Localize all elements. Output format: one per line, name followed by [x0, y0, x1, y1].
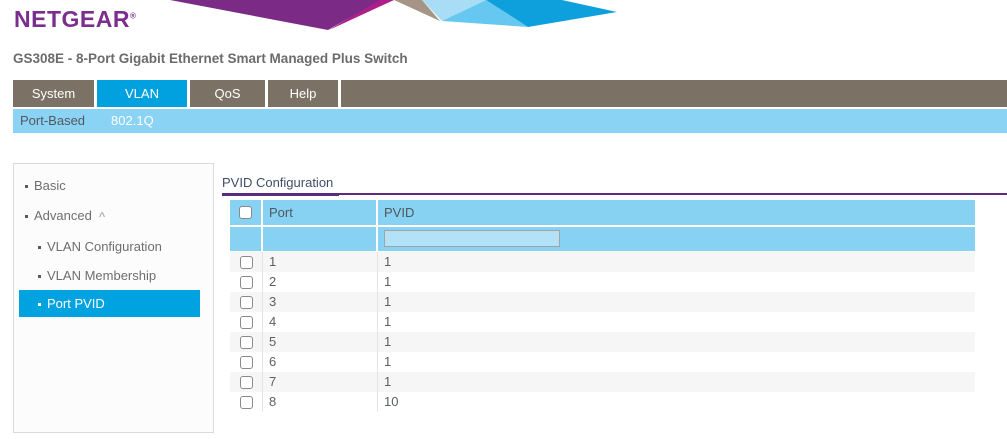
square-bullet-icon — [38, 303, 41, 306]
pvid-table: Port PVID 1 1 2 1 3 1 4 1 — [230, 200, 975, 412]
filter-pvid-cell — [378, 227, 975, 251]
port-cell: 8 — [263, 392, 378, 412]
heading-underline-thin — [339, 193, 1007, 195]
section-heading: PVID Configuration — [222, 175, 1007, 196]
row-checkbox-cell — [230, 312, 263, 332]
sub-nav: Port-Based 802.1Q — [13, 109, 1007, 133]
row-checkbox-cell — [230, 272, 263, 292]
square-bullet-icon — [38, 246, 41, 249]
subnav-item-8021q[interactable]: 802.1Q — [111, 113, 154, 128]
port-cell: 1 — [263, 252, 378, 272]
tab-system[interactable]: System — [13, 80, 97, 107]
pvid-cell: 1 — [384, 254, 392, 269]
port-cell: 4 — [263, 312, 378, 332]
sidebar-item-port-pvid[interactable]: Port PVID — [19, 290, 200, 317]
table-row: 1 1 — [230, 252, 975, 272]
port-cell: 3 — [263, 292, 378, 312]
table-row: 7 1 — [230, 372, 975, 392]
row-checkbox[interactable] — [239, 295, 253, 309]
port-cell: 7 — [263, 372, 378, 392]
heading-underline-thick — [222, 193, 339, 196]
row-checkbox-cell — [230, 332, 263, 352]
row-checkbox-cell — [230, 252, 263, 272]
table-row: 8 10 — [230, 392, 975, 412]
pvid-cell: 1 — [384, 354, 392, 369]
table-row: 2 1 — [230, 272, 975, 292]
row-checkbox-cell — [230, 292, 263, 312]
sidebar: Basic Advanced ^ VLAN Configuration VLAN … — [13, 163, 214, 433]
table-row: 4 1 — [230, 312, 975, 332]
table-row: 3 1 — [230, 292, 975, 312]
select-all-cell — [230, 200, 263, 225]
port-cell: 6 — [263, 352, 378, 372]
port-column-header: Port — [263, 200, 378, 225]
table-row: 5 1 — [230, 332, 975, 352]
page-title: GS308E - 8-Port Gigabit Ethernet Smart M… — [13, 51, 408, 66]
row-checkbox-cell — [230, 352, 263, 372]
main-nav: System VLAN QoS Help — [13, 80, 1007, 107]
pvid-column-header: PVID — [384, 205, 415, 220]
section-heading-text: PVID Configuration — [222, 175, 334, 190]
sidebar-item-basic[interactable]: Basic — [14, 178, 213, 195]
subnav-item-port-based[interactable]: Port-Based — [20, 113, 86, 128]
row-checkbox[interactable] — [239, 335, 253, 349]
square-bullet-icon — [38, 275, 41, 278]
row-checkbox[interactable] — [239, 275, 253, 289]
pvid-cell: 1 — [384, 374, 392, 389]
row-checkbox[interactable] — [239, 255, 253, 269]
square-bullet-icon — [25, 215, 28, 218]
row-checkbox[interactable] — [239, 375, 253, 389]
square-bullet-icon — [25, 185, 28, 188]
pvid-cell: 1 — [384, 294, 392, 309]
table-header-row: Port PVID — [230, 200, 975, 225]
table-row: 6 1 — [230, 352, 975, 372]
row-checkbox[interactable] — [239, 395, 253, 409]
row-checkbox[interactable] — [239, 355, 253, 369]
nav-filler — [341, 80, 1007, 107]
tab-help[interactable]: Help — [268, 80, 341, 107]
filter-empty-cell — [230, 227, 263, 251]
row-checkbox[interactable] — [239, 315, 253, 329]
select-all-checkbox[interactable] — [239, 206, 252, 219]
tab-vlan[interactable]: VLAN — [97, 80, 190, 107]
pvid-filter-input[interactable] — [384, 230, 560, 247]
table-body: 1 1 2 1 3 1 4 1 5 1 6 1 7 1 — [230, 252, 975, 412]
row-checkbox-cell — [230, 372, 263, 392]
tab-qos[interactable]: QoS — [190, 80, 268, 107]
pvid-cell: 10 — [384, 394, 399, 409]
pvid-cell: 1 — [384, 274, 392, 289]
netgear-logo: NETGEAR® — [14, 6, 137, 32]
port-cell: 2 — [263, 272, 378, 292]
pvid-cell: 1 — [384, 334, 392, 349]
registered-mark: ® — [129, 11, 137, 21]
decorative-banner — [170, 0, 617, 30]
filter-port-cell — [263, 227, 378, 251]
sidebar-item-vlan-membership[interactable]: VLAN Membership — [14, 268, 213, 285]
pvid-cell: 1 — [384, 314, 392, 329]
table-filter-row — [230, 227, 975, 251]
row-checkbox-cell — [230, 392, 263, 412]
caret-up-icon: ^ — [98, 211, 106, 223]
sidebar-item-advanced[interactable]: Advanced ^ — [14, 208, 213, 225]
port-cell: 5 — [263, 332, 378, 352]
sidebar-item-vlan-configuration[interactable]: VLAN Configuration — [14, 239, 213, 256]
